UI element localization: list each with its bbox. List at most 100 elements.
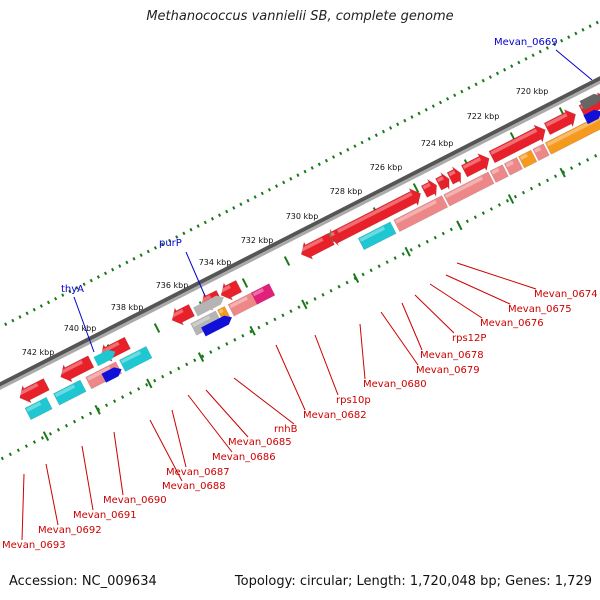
bottom-label-leader: [275, 344, 306, 411]
gene-top-3: [201, 315, 232, 337]
gene-forward-9: [420, 178, 437, 198]
gene-reverse-1-highlight: [54, 384, 76, 398]
gene-reverse-7: [250, 283, 276, 305]
gene-forward-11: [446, 166, 462, 185]
bottom-label-leader: [205, 389, 249, 438]
accession-text: Accession: NC_009634: [9, 574, 157, 589]
gene-layer: [18, 92, 600, 421]
scale-tick-label: 724 kbp: [421, 139, 454, 148]
gene-forward-5-highlight: [219, 284, 231, 293]
inner-tick: [146, 378, 153, 389]
gene-reverse-5-highlight: [218, 308, 224, 314]
inner-tick: [559, 167, 566, 178]
tick-layer: 742 kbp 740 kbp 738 kbp 736 kbp 734 kbp 732 k…: [0, 19, 600, 461]
gene-top-1: [101, 367, 122, 383]
bottom-gene-label: Mevan_0674: [534, 289, 598, 300]
gene-forward-2-highlight: [99, 341, 120, 355]
bottom-label-leader: [456, 262, 537, 290]
gene-reverse-15-highlight: [546, 115, 600, 147]
bottom-gene-label: rps10p: [336, 395, 371, 406]
scale-tick-label: 732 kbp: [241, 236, 274, 245]
bottom-label-leader: [113, 431, 124, 496]
gene-top-0: [93, 349, 116, 367]
label-layer: Mevan_0669 purP thyA Mevan_0674 Mevan_0675 Me…: [2, 37, 598, 551]
bottom-label-leader: [445, 274, 511, 305]
gene-reverse-1: [53, 379, 87, 406]
top-label-leader: [73, 296, 95, 353]
backbone-line: [0, 76, 600, 387]
bottom-label-leader: [380, 311, 419, 366]
top-label-leader: [185, 251, 206, 297]
top-gene-label: thyA: [61, 284, 84, 295]
bottom-gene-label: Mevan_0688: [162, 481, 226, 492]
gene-reverse-0: [24, 396, 53, 421]
gene-reverse-3: [118, 345, 153, 372]
bottom-gene-label: Mevan_0686: [212, 452, 276, 463]
map-title: Methanococcus vannielii SB, complete gen…: [146, 9, 454, 24]
backbone-layer: [0, 76, 600, 391]
scale-tick-label: 738 kbp: [111, 303, 144, 312]
gene-top-4: [579, 93, 600, 111]
bottom-gene-label: rps12P: [452, 333, 486, 344]
bottom-label-leader: [401, 302, 423, 351]
gene-forward-6: [300, 232, 335, 260]
bottom-gene-label: Mevan_0678: [420, 350, 484, 361]
bottom-gene-label: rnhB: [274, 424, 298, 435]
gene-forward-8-highlight: [337, 192, 413, 234]
scale-tick-label: 728 kbp: [330, 187, 363, 196]
gene-forward-7: [329, 228, 343, 247]
scale-tick-label: 740 kbp: [64, 324, 97, 333]
gene-forward-9-highlight: [422, 182, 431, 190]
gene-forward-3-highlight: [170, 308, 184, 318]
bottom-gene-label: Mevan_0692: [38, 525, 102, 536]
gene-forward-1-highlight: [59, 360, 83, 375]
bottom-label-leader: [171, 409, 187, 468]
gene-top-5: [583, 109, 600, 125]
inner-tick: [404, 246, 411, 257]
top-gene-label: Mevan_0669: [494, 37, 558, 48]
bottom-gene-label: Mevan_0685: [228, 437, 292, 448]
bottom-gene-label: Mevan_0682: [303, 410, 367, 421]
bottom-label-leader: [429, 283, 483, 319]
scale-tick: [153, 323, 161, 333]
gene-reverse-14: [532, 143, 550, 162]
scale-tick-label: 730 kbp: [286, 212, 319, 221]
gene-forward-0-highlight: [18, 382, 39, 396]
gene-reverse-13: [518, 149, 538, 169]
scale-tick-label: 734 kbp: [199, 258, 232, 267]
scale-tick-label: 742 kbp: [22, 348, 55, 357]
gene-forward-11-highlight: [448, 170, 456, 177]
scale-tick-label: 722 kbp: [467, 112, 500, 121]
gene-forward-1: [60, 355, 95, 383]
gene-forward-5: [220, 279, 243, 301]
gene-reverse-7-highlight: [252, 288, 264, 297]
scale-tick-label: 720 kbp: [516, 87, 549, 96]
gene-forward-12: [460, 153, 490, 178]
bottom-gene-label: Mevan_0679: [416, 365, 480, 376]
bottom-gene-label: Mevan_0680: [363, 379, 427, 390]
inner-tick: [301, 299, 308, 310]
gene-forward-7-highlight: [329, 231, 335, 237]
top-gene-label: purP: [159, 238, 182, 249]
bottom-gene-label: Mevan_0691: [73, 510, 137, 521]
bottom-label-leader: [149, 419, 183, 482]
scale-tick-label: 726 kbp: [370, 163, 403, 172]
gene-reverse-13-highlight: [519, 153, 529, 160]
bottom-label-leader: [21, 473, 25, 541]
inner-tick: [507, 194, 515, 204]
gene-reverse-14-highlight: [534, 146, 542, 153]
inner-tick: [352, 273, 360, 283]
gene-reverse-9-highlight: [395, 200, 437, 224]
bottom-label-leader: [81, 445, 94, 511]
scale-tick: [412, 183, 420, 193]
bottom-gene-label: Mevan_0687: [166, 467, 230, 478]
scale-tick: [241, 278, 249, 288]
gene-reverse-3-highlight: [120, 350, 142, 364]
gene-reverse-6-highlight: [229, 296, 248, 309]
bottom-gene-label: Mevan_0690: [103, 495, 167, 506]
gene-reverse-8-highlight: [359, 226, 386, 242]
gene-forward-14-highlight: [545, 113, 568, 127]
scale-tick: [283, 256, 291, 266]
bottom-label-leader: [359, 323, 366, 380]
